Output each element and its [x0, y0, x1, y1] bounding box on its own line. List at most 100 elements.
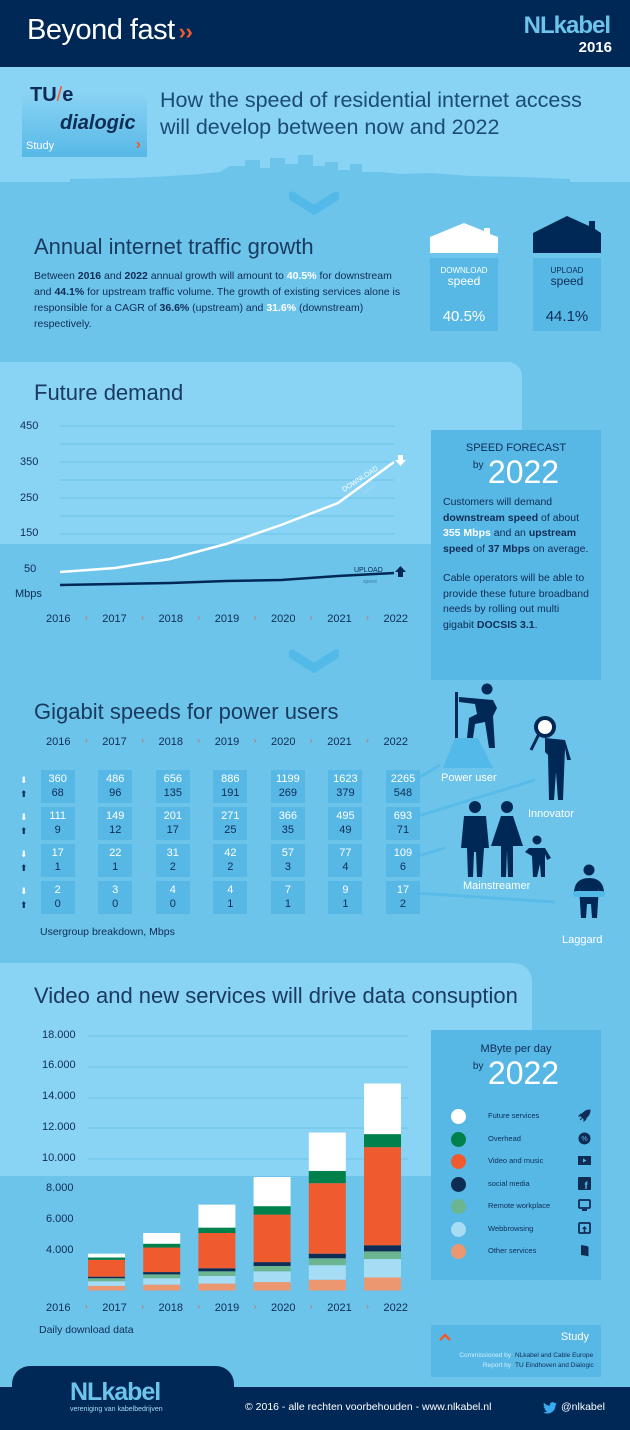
gigabit-caption: Usergroup breakdown, Mbps: [40, 926, 175, 938]
group-label-mainstreamer: Mainstreamer: [463, 880, 531, 892]
y-tick: 12.000: [42, 1121, 76, 1133]
bar-segment: [88, 1276, 125, 1279]
y-axis-unit: Mbps: [15, 588, 42, 600]
gridlines: [60, 425, 394, 589]
download-sublabel: speed: [447, 274, 481, 288]
percent-icon: %: [578, 1132, 591, 1145]
group-label-innovator: Innovator: [528, 808, 574, 820]
svg-text:speed: speed: [363, 579, 377, 585]
upload-growth-value: 44.1%: [545, 308, 589, 325]
bar-segment: [143, 1274, 181, 1279]
bar-segment: [253, 1214, 291, 1263]
bar-segment: [253, 1206, 291, 1215]
mountain-icon: [443, 738, 493, 768]
group-label-laggard: Laggard: [562, 934, 603, 946]
chart-caption: Daily download data: [39, 1324, 134, 1336]
bar-segment: [308, 1279, 346, 1291]
study-logo-card[interactable]: TU/e dialogic Study ›: [22, 82, 147, 157]
forecast-title: SPEED FORECAST: [465, 442, 567, 454]
bar-segment: [88, 1281, 125, 1286]
header-year: 2016: [578, 39, 612, 56]
chevron-up-icon[interactable]: [439, 1333, 451, 1341]
bar-segment: [198, 1227, 236, 1233]
intro-band: TU/e dialogic Study › How the speed of r…: [0, 67, 630, 182]
bar-segment: [308, 1253, 346, 1259]
download-growth-value: 40.5%: [442, 308, 486, 325]
data-consumption-stacked-bar-chart: [88, 1035, 408, 1291]
y-tick: 14.000: [42, 1090, 76, 1102]
download-arrow-icon: ⬇: [20, 885, 28, 896]
upload-arrow-icon: ⬆: [20, 899, 28, 910]
gigabit-table: ⬇ ⬆ 360 68 486 96 656 135 886 191 1199 269 162…: [20, 768, 420, 916]
y-tick-350: 350: [20, 456, 39, 468]
legend-item-overhead: Overhead %: [451, 1131, 591, 1149]
speed-forecast-panel: SPEED FORECAST by 2022 Customers will de…: [431, 430, 601, 680]
house-roof-icon: [430, 223, 498, 253]
footer-copyright[interactable]: © 2016 - alle rechten voorbehouden - www…: [245, 1401, 492, 1413]
innovator-icon: [529, 716, 571, 800]
legend-item-video-music: Video and music: [451, 1153, 591, 1171]
upload-speed-house: UPLOAD speed 44.1%: [533, 216, 601, 331]
y-tick: 4.000: [46, 1244, 74, 1256]
study-label: Study: [560, 1331, 589, 1343]
legend-item-remote-workplace: Remote workplace: [451, 1198, 591, 1216]
section-title-gigabit: Gigabit speeds for power users: [34, 699, 339, 724]
user-groups-illustration: [415, 683, 605, 918]
forecast-paragraph-1: Customers will demand downstream speed o…: [443, 496, 589, 555]
legend-item-webbrowsing: Webbrowsing: [451, 1221, 591, 1239]
upload-arrow-icon: [395, 566, 406, 577]
y-tick: 16.000: [42, 1059, 76, 1071]
bar-segment: [308, 1183, 346, 1254]
book-icon: [581, 1245, 589, 1257]
bar-segment: [88, 1285, 125, 1291]
credit-values: NLkabel and Cable Europe TU Eindhoven an…: [515, 1352, 594, 1369]
y-tick: 18.000: [42, 1029, 76, 1041]
arrow-column: ⬇ ⬆: [20, 773, 41, 801]
bar-segment: [364, 1134, 401, 1148]
y-tick-450: 450: [20, 420, 39, 432]
footer-nlkabel-logo: NLkabel: [70, 1378, 161, 1406]
bar-segment: [364, 1259, 401, 1278]
legend-item-social-media: social media f: [451, 1176, 591, 1194]
mainstreamer-family-icon: [461, 801, 551, 877]
page-footer: [0, 1387, 630, 1430]
upload-arrow-icon: ⬆: [20, 788, 28, 799]
bar-segment: [143, 1243, 181, 1248]
bar-segment: [198, 1283, 236, 1291]
legend-title: MByte per day: [480, 1043, 552, 1055]
bar-segment: [88, 1257, 125, 1260]
twitter-handle[interactable]: @nlkabel: [561, 1401, 605, 1413]
laggard-icon: [573, 864, 605, 918]
house-roof-icon: [533, 216, 601, 253]
bar-segment: [364, 1083, 401, 1135]
bar-segment: [253, 1282, 291, 1291]
download-arrow-icon: ⬇: [20, 774, 28, 785]
bar-segment: [253, 1271, 291, 1283]
nlkabel-logo: NLkabel: [523, 12, 611, 39]
bar-segment: [198, 1268, 236, 1272]
bar-segment: [364, 1251, 401, 1260]
study-label: Study: [26, 140, 55, 152]
twitter-icon[interactable]: [543, 1402, 557, 1414]
section-title-growth: Annual internet traffic growth: [34, 234, 314, 259]
bar-segment: [198, 1275, 236, 1284]
forecast-paragraph-2: Cable operators will be able to provide …: [443, 572, 589, 631]
bar-segment: [88, 1253, 125, 1258]
bar-segment: [253, 1262, 291, 1266]
bar-segment: [143, 1284, 181, 1291]
section-title-video: Video and new services will drive data c…: [34, 983, 518, 1008]
bar-segment: [308, 1258, 346, 1266]
y-tick: 8.000: [46, 1182, 74, 1194]
bar-segment: [308, 1170, 346, 1184]
bar-segment: [143, 1272, 181, 1275]
bar-segment: [198, 1204, 236, 1228]
upload-arrow-icon: ⬆: [20, 825, 28, 836]
data-consumption-x-axis: 2016 › 2017 › 2018 › 2019 › 2020 › 2021 › 2022: [46, 1302, 408, 1314]
bar-segment: [198, 1232, 236, 1269]
upload-arrow-icon: ⬆: [20, 862, 28, 873]
upload-label: UPLOAD: [550, 266, 584, 275]
svg-text:UPLOAD: UPLOAD: [354, 567, 383, 574]
power-user-icon: [455, 683, 497, 748]
legend-item-other-services: Other services: [451, 1243, 591, 1261]
